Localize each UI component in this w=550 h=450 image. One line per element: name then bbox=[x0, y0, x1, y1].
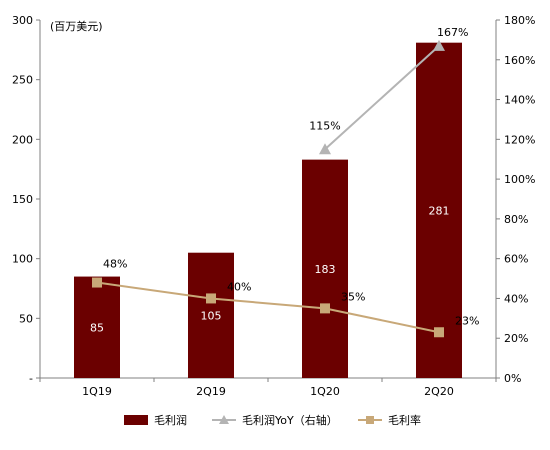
yoy-point bbox=[433, 39, 445, 51]
margin-point bbox=[320, 303, 330, 314]
margin-value-label: 35% bbox=[341, 290, 365, 303]
bars bbox=[74, 42, 462, 378]
legend-swatch-bar bbox=[124, 415, 148, 425]
margin-value-label: 40% bbox=[227, 280, 251, 293]
left-tick-label: 150 bbox=[12, 193, 33, 206]
right-tick-label: 40% bbox=[504, 292, 528, 305]
right-tick-label: 100% bbox=[504, 173, 535, 186]
yoy-value-label: 167% bbox=[437, 26, 468, 39]
legend-label: 毛利润YoY（右轴） bbox=[242, 413, 338, 427]
left-tick-label: - bbox=[29, 372, 33, 385]
right-tick-label: 20% bbox=[504, 332, 528, 345]
left-tick-label: 250 bbox=[12, 74, 33, 87]
left-tick-label: 100 bbox=[12, 253, 33, 266]
bar-value-label: 183 bbox=[315, 263, 336, 276]
right-tick-label: 140% bbox=[504, 94, 535, 107]
bar-1q20 bbox=[302, 159, 348, 378]
data-labels: 85 105 183 281 115% 167% 48% 40% 35% 23% bbox=[90, 26, 479, 334]
legend-label: 毛利润 bbox=[154, 413, 187, 427]
left-tick-label: 200 bbox=[12, 133, 33, 146]
bar-value-label: 105 bbox=[201, 309, 222, 322]
right-tick-label: 60% bbox=[504, 253, 528, 266]
margin-value-label: 23% bbox=[455, 314, 479, 327]
left-tick-label: 50 bbox=[19, 312, 33, 325]
left-tick-label: 300 bbox=[12, 14, 33, 27]
yoy-line bbox=[324, 45, 440, 151]
legend-swatch-yoy-marker bbox=[219, 415, 229, 424]
right-tick-label: 120% bbox=[504, 133, 535, 146]
legend-swatch-margin-marker bbox=[366, 416, 374, 424]
right-tick-label: 160% bbox=[504, 54, 535, 67]
legend-label: 毛利率 bbox=[388, 413, 421, 427]
x-tick-label: 2Q19 bbox=[196, 385, 226, 398]
margin-point bbox=[206, 293, 216, 304]
x-tick-label: 1Q19 bbox=[82, 385, 112, 398]
unit-label: (百万美元) bbox=[50, 20, 103, 33]
margin-point bbox=[92, 277, 102, 288]
margin-value-label: 48% bbox=[103, 258, 127, 271]
legend: 毛利润 毛利润YoY（右轴） 毛利率 bbox=[124, 413, 421, 427]
bar-2q20 bbox=[416, 42, 462, 378]
lines bbox=[92, 39, 445, 338]
bar-value-label: 281 bbox=[429, 204, 450, 217]
margin-line bbox=[96, 281, 440, 334]
yoy-point bbox=[319, 143, 331, 155]
bar-1q19 bbox=[74, 276, 120, 378]
x-tick-label: 2Q20 bbox=[424, 385, 454, 398]
yoy-value-label: 115% bbox=[309, 119, 340, 132]
right-tick-label: 80% bbox=[504, 213, 528, 226]
margin-point bbox=[434, 327, 444, 338]
bar-value-label: 85 bbox=[90, 321, 104, 334]
axes: - 50 100 150 200 250 300 0% 20% 40% 60% 80% 100% 120%… bbox=[12, 14, 535, 398]
right-tick-label: 0% bbox=[504, 372, 521, 385]
right-tick-label: 180% bbox=[504, 14, 535, 27]
bar-2q19 bbox=[188, 252, 234, 378]
x-tick-label: 1Q20 bbox=[310, 385, 340, 398]
